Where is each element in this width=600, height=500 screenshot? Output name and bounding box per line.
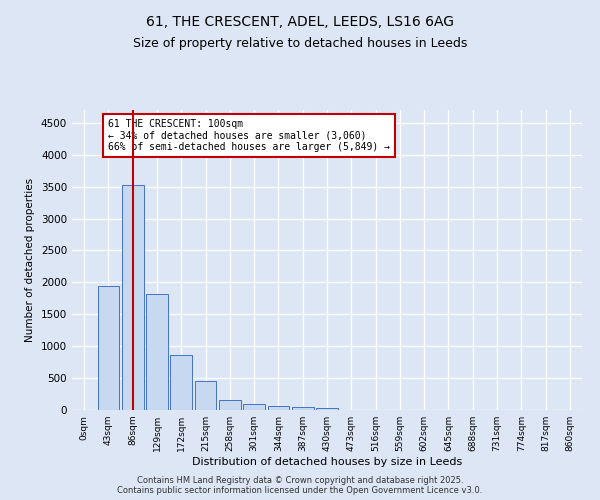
Text: 61, THE CRESCENT, ADEL, LEEDS, LS16 6AG: 61, THE CRESCENT, ADEL, LEEDS, LS16 6AG (146, 15, 454, 29)
Bar (243, 404, 265, 410)
Bar (316, 408, 338, 410)
Y-axis label: Number of detached properties: Number of detached properties (25, 178, 35, 342)
Bar (194, 382, 217, 410)
Bar (292, 407, 314, 410)
Bar (268, 406, 289, 410)
Bar (170, 355, 192, 410)
Text: Contains HM Land Registry data © Crown copyright and database right 2025.
Contai: Contains HM Land Registry data © Crown c… (118, 476, 482, 495)
Bar (97, 286, 119, 410)
Text: 61 THE CRESCENT: 100sqm
← 34% of detached houses are smaller (3,060)
66% of semi: 61 THE CRESCENT: 100sqm ← 34% of detache… (108, 119, 390, 152)
Bar (146, 294, 168, 410)
X-axis label: Distribution of detached houses by size in Leeds: Distribution of detached houses by size … (192, 457, 462, 467)
Bar (122, 186, 143, 410)
Bar (219, 400, 241, 410)
Text: Size of property relative to detached houses in Leeds: Size of property relative to detached ho… (133, 38, 467, 51)
